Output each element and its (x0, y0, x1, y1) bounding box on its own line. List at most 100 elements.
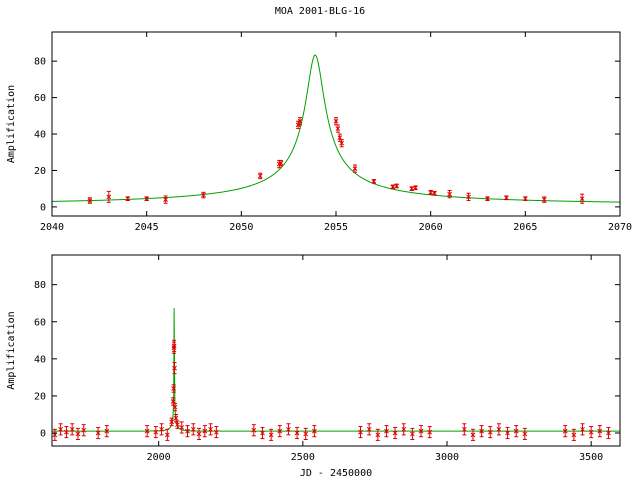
data-point (485, 196, 490, 202)
data-point (505, 426, 510, 440)
data-point (144, 196, 150, 202)
y-tick-label: 40 (34, 354, 46, 365)
data-point (401, 423, 407, 436)
data-point (171, 384, 177, 393)
x-tick-label: 2050 (229, 222, 253, 233)
data-point (75, 427, 81, 441)
data-point (278, 159, 284, 167)
data-point (202, 425, 208, 438)
y-tick-label: 0 (40, 202, 46, 213)
data-point (390, 184, 396, 190)
x-tick-label: 2500 (291, 452, 315, 463)
data-point (384, 425, 389, 438)
model-curve (52, 308, 620, 432)
data-point (297, 117, 303, 126)
data-point (69, 423, 75, 436)
data-point (171, 339, 177, 352)
y-tick-label: 20 (34, 391, 46, 402)
data-point (260, 426, 265, 440)
data-point (371, 179, 377, 184)
data-point (268, 428, 274, 441)
data-point (175, 420, 180, 429)
data-point (375, 428, 381, 441)
y-tick-label: 80 (34, 280, 46, 291)
data-point (522, 427, 528, 441)
data-point (144, 425, 150, 438)
data-point (513, 425, 519, 438)
data-point (201, 191, 206, 199)
data-point (541, 196, 547, 203)
plot-frame (51, 254, 621, 447)
data-point (410, 427, 415, 441)
data-point (153, 426, 159, 439)
top-panel: 2040 2045 2050 2055 2060 2065 2070020406080Amp… (6, 31, 632, 233)
data-point (496, 423, 502, 436)
data-point (286, 423, 291, 436)
data-point (52, 428, 58, 441)
x-tick-label: 2040 (40, 222, 64, 233)
x-tick-label: 2070 (608, 222, 632, 233)
y-tick-label: 20 (34, 166, 46, 177)
data-point (208, 423, 213, 436)
data-point (257, 172, 263, 180)
data-point (172, 402, 178, 412)
data-point (303, 427, 309, 441)
x-tick-label: 3000 (435, 452, 459, 463)
y-axis-label: Amplification (6, 311, 17, 389)
x-tick-label: 2000 (147, 452, 171, 463)
y-axis-label: Amplification (6, 85, 17, 163)
data-point (588, 426, 594, 439)
data-point (427, 426, 433, 439)
x-tick-label: 2065 (513, 222, 537, 233)
data-point (428, 189, 434, 195)
model-curve (52, 54, 620, 203)
data-point (562, 425, 568, 438)
data-point (104, 425, 110, 438)
data-point (106, 190, 112, 203)
x-tick-label: 2060 (419, 222, 443, 233)
data-point (179, 421, 185, 434)
data-point (164, 428, 170, 441)
bottom-panel: 2000 2500 3000 3500 0 20 40 60 80 Amplification JD… (6, 254, 621, 479)
data-point (606, 426, 611, 440)
data-point (461, 423, 467, 436)
data-point (185, 425, 190, 438)
y-tick-label: 60 (34, 93, 46, 104)
data-point (394, 183, 399, 189)
data-point (352, 164, 358, 173)
data-point (95, 426, 101, 440)
data-point (479, 425, 484, 438)
data-point (81, 424, 87, 437)
y-tick-label: 80 (34, 57, 46, 68)
x-axis-label: JD - 2450000 (300, 468, 372, 479)
y-tick-label: 40 (34, 130, 46, 141)
data-point (87, 197, 93, 204)
data-point (580, 423, 585, 436)
data-point (163, 195, 168, 204)
data-point (579, 193, 585, 204)
data-point (169, 417, 175, 427)
data-point (339, 138, 345, 148)
chart-title: MOA 2001-BLG-16 (274, 6, 366, 17)
data-point (196, 427, 202, 441)
data-point (335, 124, 341, 133)
data-point (366, 423, 372, 436)
data-point (251, 424, 257, 437)
data-point (571, 428, 577, 441)
data-point (312, 425, 317, 438)
data-point (213, 426, 219, 439)
data-point (466, 192, 471, 202)
data-point (487, 426, 493, 439)
data-point (418, 425, 424, 438)
data-point (294, 426, 300, 440)
x-tick-label: 3500 (579, 452, 603, 463)
data-point (58, 423, 64, 436)
data-point (597, 425, 603, 438)
data-point (522, 196, 528, 202)
data-point (190, 423, 196, 436)
data-point (447, 189, 452, 199)
data-point (172, 362, 177, 375)
x-tick-label: 2045 (135, 222, 159, 233)
data-point (432, 190, 437, 196)
